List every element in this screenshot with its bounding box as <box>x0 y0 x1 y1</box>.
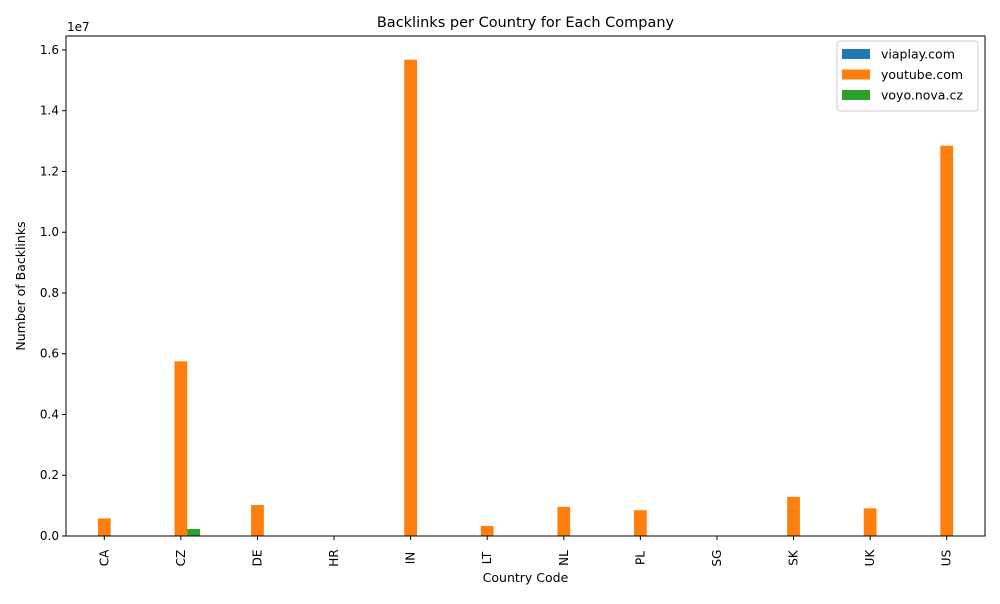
legend-label: voyo.nova.cz <box>881 88 963 103</box>
legend: viaplay.com youtube.com voyo.nova.cz <box>836 40 979 112</box>
y-tick-label: 0.8 <box>40 286 59 300</box>
x-tick-label: NL <box>557 550 571 566</box>
y-tick-label: 1.4 <box>40 104 59 118</box>
x-tick-label: DE <box>250 550 264 567</box>
x-tick-label: US <box>940 550 954 566</box>
plot-frame <box>65 35 986 537</box>
x-tick-label: LT <box>480 551 494 564</box>
chart-title: Backlinks per Country for Each Company <box>377 15 675 31</box>
x-tick-label: CA <box>97 549 111 566</box>
x-tick-label: UK <box>863 549 877 567</box>
x-tick-label: IN <box>404 552 418 565</box>
bars <box>97 59 954 537</box>
bar-youtube-com-IN <box>404 59 418 537</box>
x-tick-label: PL <box>633 551 647 565</box>
bar-youtube-com-US <box>940 145 954 536</box>
legend-swatch <box>842 49 870 59</box>
y-tick-label: 0.0 <box>40 529 59 543</box>
y-tick-label: 1.6 <box>40 43 59 57</box>
x-tick-label: SK <box>787 549 801 566</box>
y-tick-label: 1.2 <box>40 164 59 178</box>
x-tick-label: SG <box>710 550 724 567</box>
y-offset-text: 1e7 <box>67 20 90 34</box>
legend-label: viaplay.com <box>881 47 955 62</box>
y-tick-label: 1.0 <box>40 225 59 239</box>
x-axis-ticks: CA CZ DE HR IN LT NL PL SG SK UK US <box>97 536 954 567</box>
y-tick-label: 0.4 <box>40 407 59 421</box>
y-axis-ticks: 0.0 0.2 0.4 0.6 0.8 1.0 1.2 1.4 1.6 <box>40 43 66 543</box>
x-axis-label: Country Code <box>483 570 569 585</box>
x-tick-label: CZ <box>174 550 188 567</box>
bar-youtube-com-PL <box>633 510 647 536</box>
bar-youtube-com-SK <box>787 496 800 536</box>
bar-youtube-com-LT <box>480 525 494 536</box>
bar-youtube-com-DE <box>251 505 264 536</box>
y-axis-label: Number of Backlinks <box>13 221 28 350</box>
x-tick-label: HR <box>327 549 341 566</box>
bar-youtube-com-NL <box>557 506 571 536</box>
y-tick-label: 0.6 <box>40 347 59 361</box>
bar-youtube-com-CZ <box>174 361 188 536</box>
bar-youtube-com-UK <box>863 508 877 536</box>
legend-swatch <box>842 90 870 100</box>
legend-swatch <box>842 69 870 80</box>
legend-label: youtube.com <box>881 67 963 82</box>
bar-voyo-nova-cz-CZ <box>187 529 201 536</box>
y-tick-label: 0.2 <box>40 468 59 482</box>
legend-box <box>836 40 979 112</box>
bar-youtube-com-CA <box>97 518 111 536</box>
